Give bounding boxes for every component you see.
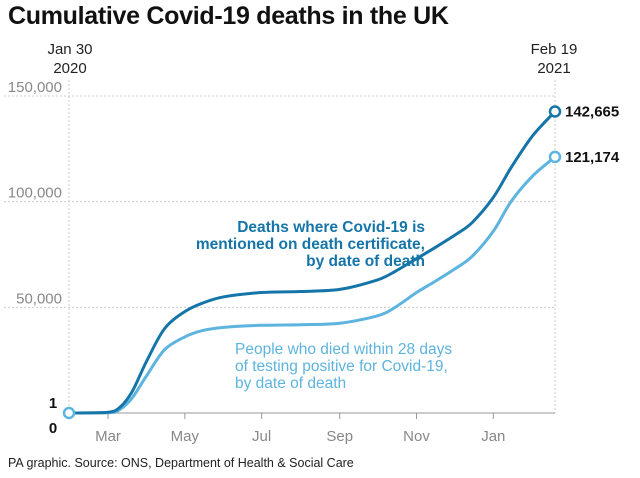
series-line-death-certificate xyxy=(67,110,557,415)
start-date-label: Jan 30 2020 xyxy=(38,40,102,78)
start-date-month-day: Jan 30 xyxy=(47,41,93,58)
start-date-year: 2020 xyxy=(53,60,87,77)
series-label-tested-positive: by date of death xyxy=(235,375,346,392)
series-label-death-certificate: by date of death xyxy=(306,253,425,270)
start-value-label-top: 1 xyxy=(49,395,57,412)
series-line-tested-positive xyxy=(67,155,557,415)
end-value-label-tested-positive: 121,174 xyxy=(565,149,620,166)
series-label-death-certificate: mentioned on death certificate, xyxy=(196,236,425,253)
end-date-label: Feb 19 2021 xyxy=(522,40,586,78)
end-date-year: 2021 xyxy=(537,60,571,77)
x-tick-label: Sep xyxy=(326,428,353,445)
y-tick-label: 50,000 xyxy=(16,290,62,307)
source-note: PA graphic. Source: ONS, Department of H… xyxy=(8,456,354,470)
y-tick-label: 150,000 xyxy=(8,79,62,96)
y-tick-label: 100,000 xyxy=(8,185,62,202)
x-tick-label: Nov xyxy=(403,428,430,445)
series-label-tested-positive: People who died within 28 days xyxy=(235,341,452,358)
x-tick-label: Jul xyxy=(252,428,271,445)
start-value-label-bottom: 0 xyxy=(49,420,57,437)
end-value-label-death-certificate: 142,665 xyxy=(565,104,619,121)
chart-title: Cumulative Covid-19 deaths in the UK xyxy=(8,2,449,30)
x-tick-label: Mar xyxy=(95,428,121,445)
series-label-tested-positive: of testing positive for Covid-19, xyxy=(235,358,448,375)
start-point-marker xyxy=(62,406,76,420)
end-date-month-day: Feb 19 xyxy=(530,41,578,58)
end-point-marker-death-certificate xyxy=(548,105,562,118)
x-tick-label: Jan xyxy=(481,428,505,445)
end-point-marker-tested-positive xyxy=(548,150,562,164)
series-label-death-certificate: Deaths where Covid-19 is xyxy=(237,219,425,236)
x-tick-label: May xyxy=(171,428,200,445)
